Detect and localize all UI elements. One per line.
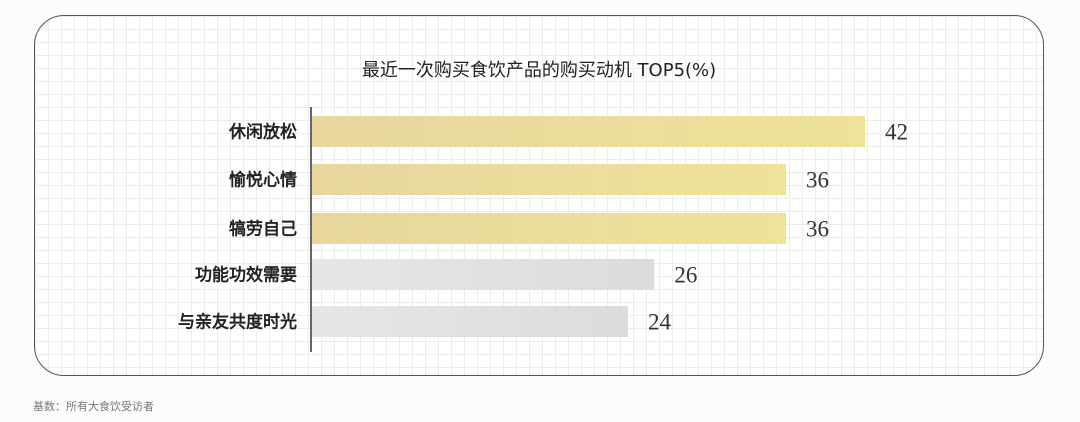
category-label: 休闲放松 — [228, 122, 297, 143]
value-label: 36 — [806, 217, 829, 242]
value-label: 42 — [885, 120, 908, 145]
chart-title: 最近一次购买食饮产品的购买动机 TOP5(%) — [361, 60, 717, 81]
category-label: 犒劳自己 — [229, 219, 297, 240]
value-label: 24 — [648, 310, 672, 335]
chart-card: 最近一次购买食饮产品的购买动机 TOP5(%) — [34, 15, 1044, 376]
category-label: 功能功效需要 — [195, 265, 297, 286]
value-label: 36 — [806, 168, 829, 193]
footnote: 基数：所有大食饮受访者 — [33, 400, 154, 413]
category-label: 与亲友共度时光 — [178, 312, 297, 333]
bar-1 — [312, 164, 786, 195]
bar-3 — [312, 259, 655, 290]
value-label: 26 — [674, 263, 697, 288]
bar-2 — [312, 213, 786, 244]
bar-0 — [312, 116, 865, 147]
category-label: 愉悦心情 — [229, 170, 297, 191]
bar-4 — [312, 306, 628, 337]
